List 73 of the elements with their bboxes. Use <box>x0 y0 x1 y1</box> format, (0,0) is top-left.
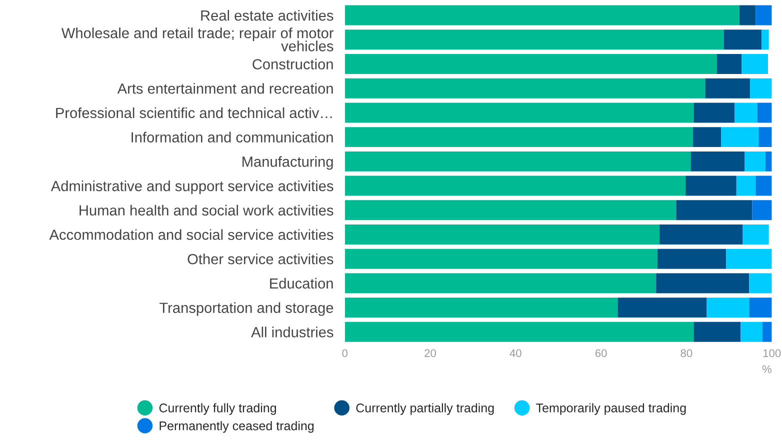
y-tick-label: Information and communication <box>132 132 333 142</box>
bar <box>724 30 762 50</box>
bar <box>676 200 752 220</box>
bar <box>344 78 706 98</box>
bar <box>692 127 722 148</box>
bar <box>721 127 759 148</box>
bar <box>734 102 758 123</box>
bar <box>344 176 686 196</box>
y-tick-label: Education <box>270 278 333 289</box>
x-tick-label: 100 <box>763 349 781 358</box>
y-tick-label: Construction <box>252 58 333 70</box>
bar <box>344 200 676 220</box>
bar <box>736 176 756 196</box>
bar <box>344 298 618 318</box>
bar <box>344 224 660 244</box>
bar <box>694 322 741 342</box>
bar <box>752 200 772 220</box>
y-tick-label: Transportation and storage <box>160 302 334 316</box>
legend-label: Currently fully trading <box>159 403 276 415</box>
bar <box>694 102 735 123</box>
bar <box>740 322 762 342</box>
y-tick-label: Wholesale and retail trade; repair of motor vehicles <box>61 28 334 52</box>
bar <box>762 322 772 342</box>
bar <box>742 54 768 74</box>
bar <box>344 54 717 74</box>
bar <box>686 176 736 196</box>
bar <box>344 322 694 342</box>
y-tick-label: Arts entertainment and recreation <box>117 83 333 94</box>
y-tick-label: Real estate activities <box>201 10 334 21</box>
bar <box>716 54 742 74</box>
bar <box>705 78 750 98</box>
bar <box>758 127 772 148</box>
x-axis-title: % <box>762 365 772 373</box>
legend-label: Currently partially trading <box>356 403 494 415</box>
bar <box>757 102 772 123</box>
legend-label: Temporarily paused trading <box>536 403 686 415</box>
bar <box>618 298 707 318</box>
y-tick-label: All industries <box>251 326 334 338</box>
bar <box>344 248 658 269</box>
bar <box>726 248 772 269</box>
bar <box>660 224 743 244</box>
y-tick-label: Accommodation and social service activities <box>49 229 334 240</box>
x-tick-label: 0 <box>342 349 348 358</box>
bar <box>706 298 750 318</box>
bar <box>756 176 772 196</box>
x-tick-label: 60 <box>595 349 607 358</box>
bar <box>344 5 740 26</box>
y-tick-label: Human health and social work activities <box>80 204 334 216</box>
bar <box>765 151 772 172</box>
bar <box>344 151 691 172</box>
x-tick-label: 80 <box>680 349 692 358</box>
bar <box>656 273 750 294</box>
x-tick-label: 40 <box>510 349 522 358</box>
y-tick-label: Professional scientific and technical activ… <box>56 107 332 118</box>
bar <box>690 151 745 172</box>
bar <box>657 248 726 269</box>
bar <box>749 298 772 318</box>
x-tick-label: 20 <box>424 349 436 358</box>
y-tick-label: Administrative and support service activities <box>50 180 334 194</box>
bar <box>739 5 756 26</box>
bar <box>749 273 772 294</box>
bar <box>750 78 772 98</box>
bar <box>756 5 772 26</box>
bar <box>344 30 724 50</box>
bar <box>744 151 766 172</box>
bar <box>762 30 769 50</box>
bar <box>344 102 694 123</box>
y-tick-label: Manufacturing <box>242 156 333 170</box>
y-tick-label: Other service activities <box>188 254 334 264</box>
legend-label: Permanently ceased trading <box>160 421 314 433</box>
bar <box>344 127 693 148</box>
bar <box>742 224 769 244</box>
bar <box>344 273 656 294</box>
